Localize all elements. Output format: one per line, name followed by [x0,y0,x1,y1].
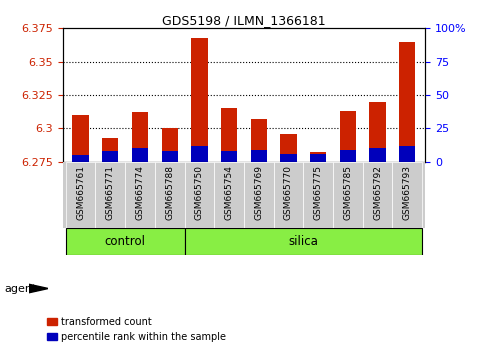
Text: GSM665770: GSM665770 [284,165,293,220]
Text: GSM665785: GSM665785 [343,165,352,220]
Bar [125,161,155,228]
Legend: transformed count, percentile rank within the sample: transformed count, percentile rank withi… [43,313,230,346]
Bar [191,38,208,161]
Bar [251,150,267,161]
Bar [66,228,185,255]
Bar [363,161,392,228]
Text: GSM665775: GSM665775 [313,165,323,220]
Text: GSM665771: GSM665771 [106,165,115,220]
Bar [340,150,356,161]
Bar [191,145,208,161]
Text: GSM665761: GSM665761 [76,165,85,220]
Bar [251,119,267,161]
Bar [161,128,178,161]
Bar [399,42,415,161]
Bar [392,161,422,228]
Text: GSM665792: GSM665792 [373,165,382,220]
Bar [185,228,422,255]
Text: GSM665754: GSM665754 [225,165,234,220]
Text: GSM665793: GSM665793 [403,165,412,220]
Text: GSM665774: GSM665774 [136,165,144,220]
Bar [102,151,118,161]
Text: agent: agent [5,284,37,293]
Bar [340,111,356,161]
Bar [369,102,386,161]
Bar [96,161,125,228]
Bar [280,133,297,161]
Bar [399,145,415,161]
Polygon shape [29,284,48,293]
Title: GDS5198 / ILMN_1366181: GDS5198 / ILMN_1366181 [162,14,326,27]
Bar [273,161,303,228]
Bar [214,161,244,228]
Text: GSM665788: GSM665788 [165,165,174,220]
Text: GSM665750: GSM665750 [195,165,204,220]
Bar [132,112,148,161]
Bar [66,161,96,228]
Bar [303,161,333,228]
Bar [221,108,237,161]
Bar [310,154,327,161]
Bar [72,155,89,161]
Text: control: control [105,235,146,248]
Bar [369,148,386,161]
Bar [244,161,273,228]
Bar [221,151,237,161]
Bar [310,152,327,161]
Bar [161,151,178,161]
Bar [102,138,118,161]
Text: GSM665769: GSM665769 [254,165,263,220]
Bar [333,161,363,228]
Bar [132,148,148,161]
Bar [280,154,297,161]
Bar [155,161,185,228]
Text: silica: silica [288,235,318,248]
Bar [72,115,89,161]
Bar [185,161,214,228]
